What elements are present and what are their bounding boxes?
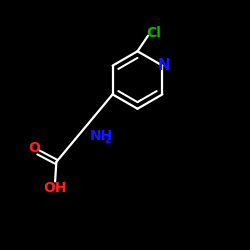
Text: OH: OH <box>43 182 66 196</box>
Text: NH: NH <box>90 130 113 143</box>
Text: O: O <box>28 142 40 156</box>
Text: Cl: Cl <box>146 26 161 40</box>
Text: 2: 2 <box>104 135 111 145</box>
Text: N: N <box>158 58 171 72</box>
